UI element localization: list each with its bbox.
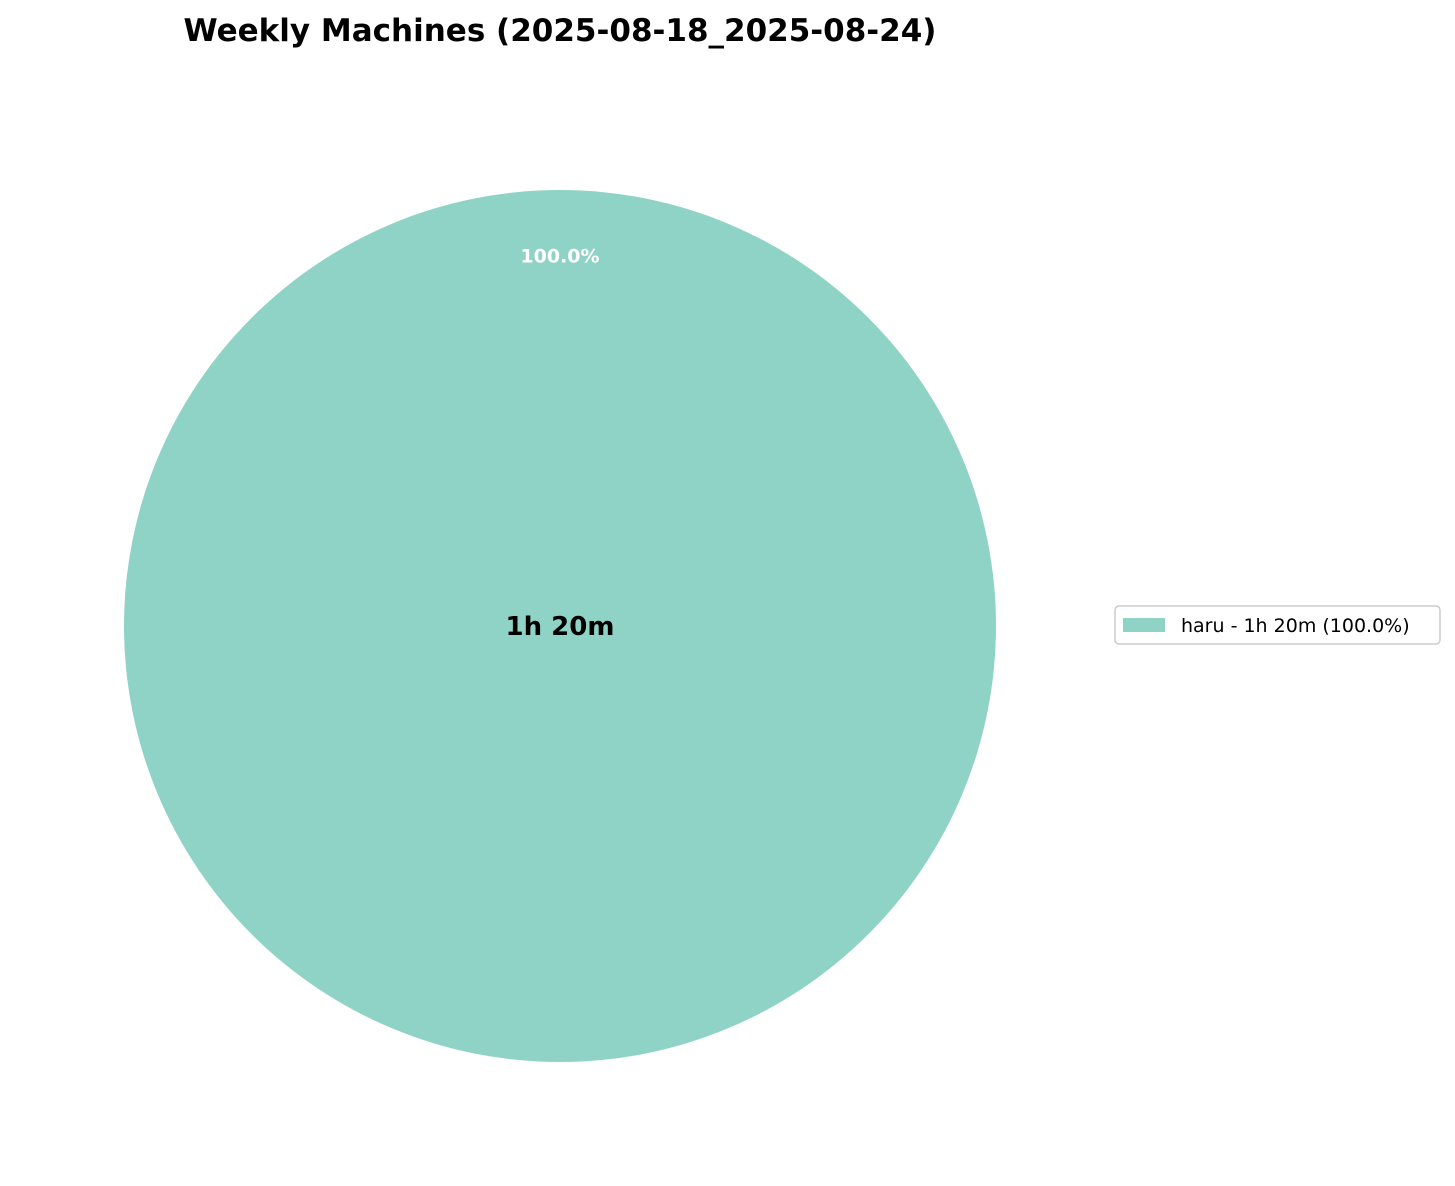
- legend: haru - 1h 20m (100.0%): [1114, 605, 1441, 645]
- pie-slices: [124, 190, 996, 1062]
- pie-center-label: 1h 20m: [506, 612, 615, 642]
- legend-swatch-haru: [1123, 618, 1165, 632]
- pie-slice-haru: [124, 190, 996, 1062]
- slice-labels: 100.0%: [520, 245, 599, 267]
- slice-percent-label-haru: 100.0%: [520, 245, 599, 267]
- legend-entry-haru: haru - 1h 20m (100.0%): [1181, 615, 1410, 637]
- chart-title: Weekly Machines (2025-08-18_2025-08-24): [184, 13, 937, 49]
- legend-frame: [1114, 605, 1441, 645]
